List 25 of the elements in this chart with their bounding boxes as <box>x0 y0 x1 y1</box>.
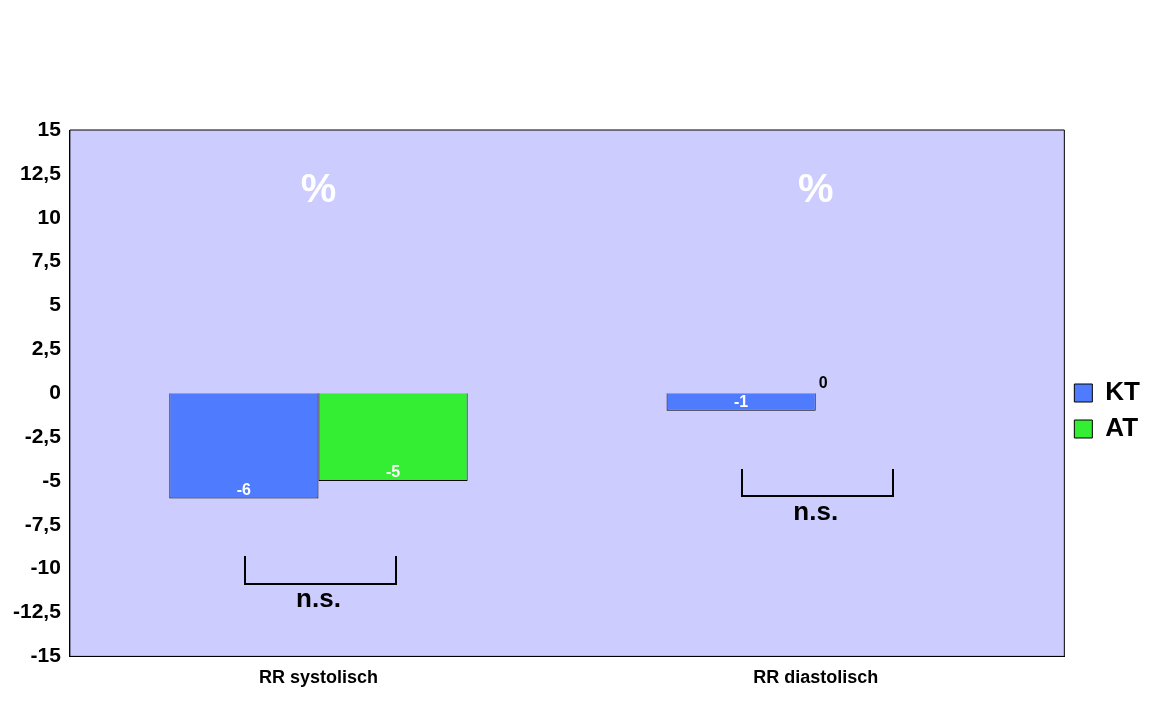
x-tick-label: RR systolisch <box>258 667 379 688</box>
annotation: n.s. <box>296 583 341 614</box>
y-tick-label: -2,5 <box>24 423 62 447</box>
data-label: -5 <box>385 463 401 481</box>
annotation: n.s. <box>793 495 839 526</box>
data-label: 0 <box>818 373 828 391</box>
y-tick-label: -10 <box>30 555 61 579</box>
legend-label: AT <box>1105 412 1139 443</box>
data-label: -1 <box>734 393 749 411</box>
y-tick-label: 2,5 <box>31 336 62 360</box>
y-tick-label: -15 <box>30 643 62 667</box>
annotation: % <box>797 166 834 211</box>
y-tick-label: 5 <box>49 292 62 316</box>
y-tick-label: 7,5 <box>31 248 62 272</box>
x-tick-label: RR diastolisch <box>753 667 879 688</box>
y-tick-label: -5 <box>42 467 62 491</box>
y-tick-label: -12,5 <box>12 599 62 623</box>
legend-label: KT <box>1105 376 1141 407</box>
y-tick-label: 12,5 <box>19 160 62 184</box>
y-tick-label: 15 <box>37 116 62 140</box>
y-tick-label: -7,5 <box>24 511 62 535</box>
y-tick-label: 10 <box>37 204 61 228</box>
annotation: % <box>300 166 337 211</box>
y-tick-label: 0 <box>49 380 61 403</box>
data-label: -6 <box>236 480 252 498</box>
